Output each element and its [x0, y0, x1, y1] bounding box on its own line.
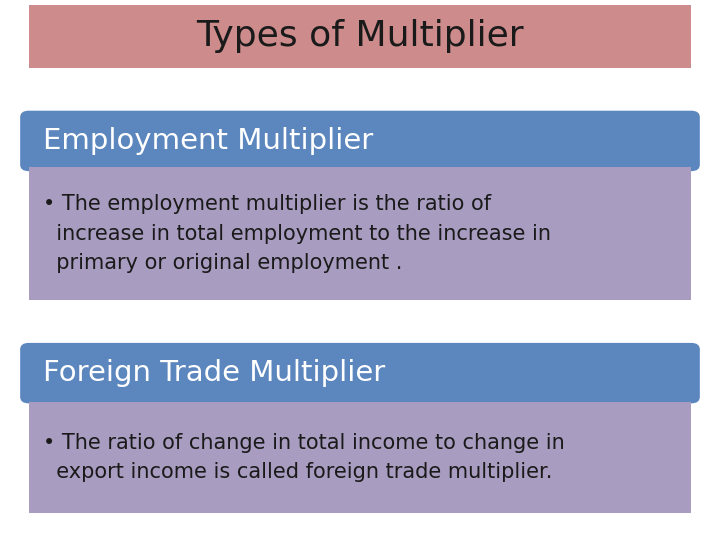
- Text: • The employment multiplier is the ratio of
  increase in total employment to th: • The employment multiplier is the ratio…: [43, 194, 552, 273]
- Text: Foreign Trade Multiplier: Foreign Trade Multiplier: [43, 359, 385, 387]
- FancyBboxPatch shape: [29, 167, 691, 300]
- Text: Types of Multiplier: Types of Multiplier: [196, 19, 524, 53]
- FancyBboxPatch shape: [20, 343, 700, 403]
- FancyBboxPatch shape: [29, 402, 691, 513]
- Text: • The ratio of change in total income to change in
  export income is called for: • The ratio of change in total income to…: [43, 433, 565, 482]
- Text: Employment Multiplier: Employment Multiplier: [43, 127, 374, 155]
- FancyBboxPatch shape: [20, 111, 700, 171]
- FancyBboxPatch shape: [29, 5, 691, 68]
